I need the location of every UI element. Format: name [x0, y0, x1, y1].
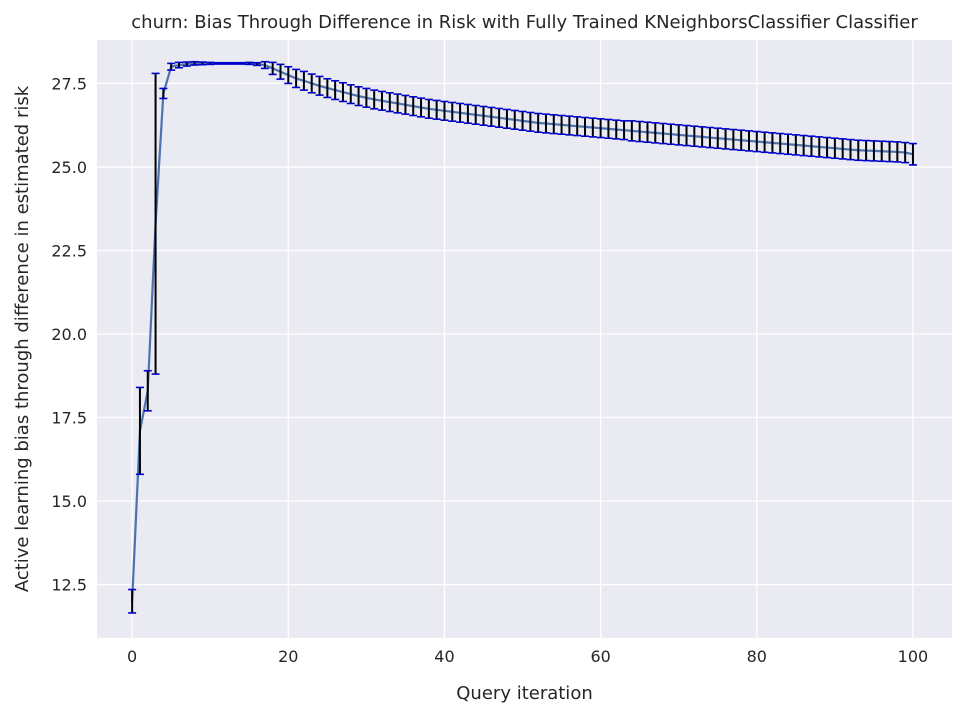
y-tick-label: 22.5: [51, 241, 87, 260]
x-tick-label: 60: [590, 647, 610, 666]
x-axis-label: Query iteration: [456, 683, 592, 704]
y-tick-label: 17.5: [51, 409, 87, 428]
x-tick-label: 40: [434, 647, 454, 666]
x-tick-label: 20: [278, 647, 298, 666]
chart-title: churn: Bias Through Difference in Risk w…: [131, 12, 918, 33]
tick-labels: 0 20 40 60 80 100 12.5 15.0 17.5 20.0 22.5 25.0 27.5: [51, 74, 928, 666]
x-tick-label: 0: [127, 647, 137, 666]
series-group: [128, 60, 917, 614]
x-tick-label: 80: [747, 647, 767, 666]
y-tick-label: 12.5: [51, 576, 87, 595]
y-tick-label: 20.0: [51, 325, 87, 344]
y-tick-label: 27.5: [51, 74, 87, 93]
y-axis-label: Active learning bias through difference …: [12, 85, 33, 592]
plot-background: [97, 40, 952, 638]
y-tick-label: 15.0: [51, 492, 87, 511]
y-tick-label: 25.0: [51, 158, 87, 177]
x-tick-label: 100: [898, 647, 929, 666]
grid-lines: [97, 40, 952, 638]
